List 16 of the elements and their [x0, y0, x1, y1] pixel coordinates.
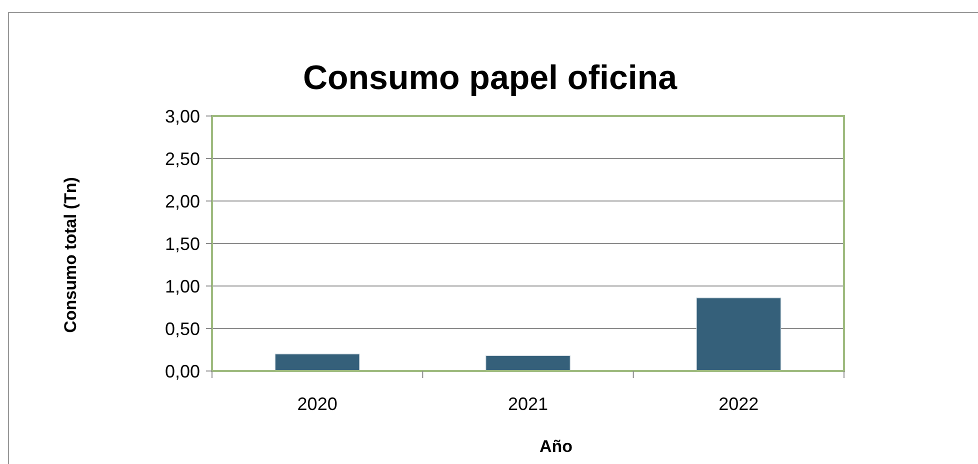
x-tick-label: 2022: [718, 394, 759, 414]
y-tick-label: 1,50: [164, 234, 200, 254]
y-axis-title: Consumo total (Tn): [61, 177, 80, 333]
bar: [486, 355, 570, 372]
bar: [696, 298, 782, 372]
chart-title: Consumo papel oficina: [302, 59, 678, 97]
bar: [274, 354, 360, 372]
y-tick-label: 0,00: [164, 361, 200, 382]
y-tick-label: 1,00: [164, 276, 200, 296]
y-tick-label: 2,00: [164, 191, 200, 212]
y-tick-label: 2,50: [164, 148, 200, 169]
y-tick-label: 3,00: [164, 106, 200, 126]
x-tick-label: 2020: [297, 394, 338, 414]
y-tick-label: 0,50: [164, 318, 200, 339]
x-tick-label: 2021: [508, 394, 548, 414]
x-axis-title: Año: [539, 437, 573, 456]
